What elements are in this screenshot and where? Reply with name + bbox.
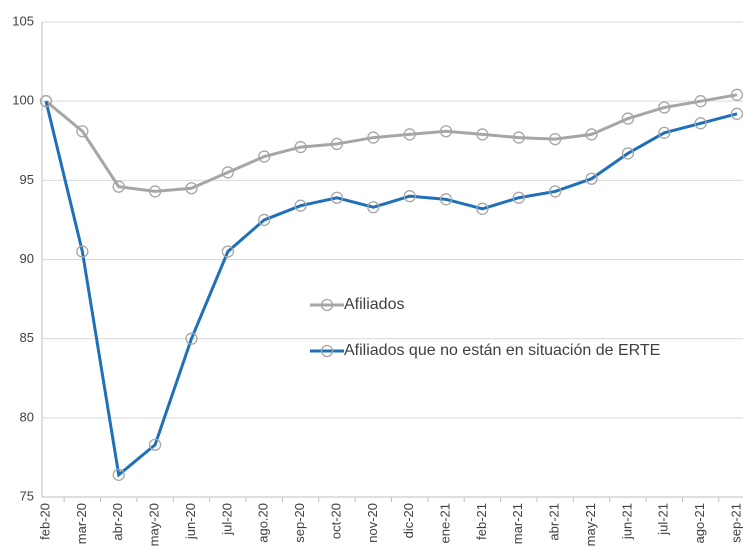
data-point [258,150,271,163]
x-tick-label: ago-21 [692,503,707,543]
y-tick-label: 75 [20,488,34,503]
data-point [148,185,162,198]
y-tick-label: 100 [12,93,34,108]
data-point [221,245,234,258]
series-line [44,100,738,478]
data-point [621,112,635,125]
data-point [258,213,271,227]
data-point [367,201,380,214]
x-tick-label: dic-20 [401,503,416,538]
data-point [185,332,198,345]
x-tick-label: ago.20 [256,503,271,543]
x-tick-label: mar-20 [74,503,89,544]
legend-label: Afiliados [344,296,404,313]
x-tick-label: ene-21 [437,503,452,543]
legend-marker [320,298,334,312]
legend-label: Afiliados que no están en situación de E… [344,342,660,359]
data-point [585,172,598,185]
x-tick-label: may-21 [583,503,598,546]
data-point [549,185,562,198]
data-point [439,125,453,138]
x-tick-label: abr-20 [110,503,125,541]
x-tick-label: sep-21 [728,503,743,543]
legend-marker [320,344,334,358]
x-tick-label: jun-21 [619,503,634,540]
data-point [39,95,53,108]
data-point [512,191,525,204]
data-point [403,190,416,203]
x-tick-label: jul-21 [656,503,671,536]
data-point [694,117,707,130]
data-point [148,438,162,451]
data-point [658,126,671,139]
data-point [658,101,671,114]
y-tick-label: 95 [20,172,34,187]
x-tick-label: may-20 [147,503,162,546]
data-point [476,128,489,141]
data-point [512,131,525,144]
data-point [330,137,344,151]
y-tick-label: 85 [20,330,34,345]
x-tick-label: oct-20 [328,503,343,539]
x-tick-label: nov-20 [365,503,380,543]
data-point [76,125,89,138]
data-point [367,131,380,144]
data-point [694,95,707,108]
data-point [476,202,489,215]
data-point [294,199,307,212]
data-point [112,180,125,193]
data-point [585,128,598,141]
x-tick-label: feb-20 [37,503,52,540]
data-point [76,245,89,258]
y-tick-label: 80 [20,409,34,424]
x-tick-label: feb-21 [474,503,489,540]
x-tick-label: abr-21 [547,503,562,541]
data-point [403,128,416,141]
series-line [45,93,738,193]
y-tick-label: 105 [12,13,34,28]
data-point [294,140,307,154]
data-point [549,133,562,146]
data-point [330,191,344,204]
x-tick-label: jul-20 [219,503,234,536]
data-point [221,166,234,179]
data-point [621,147,635,160]
x-tick-label: mar-21 [510,503,525,544]
data-point [112,468,125,481]
x-tick-label: jun-20 [183,503,198,540]
y-tick-label: 90 [20,251,34,266]
x-tick-label: sep-20 [292,503,307,543]
data-point [439,193,453,206]
data-point [185,182,198,195]
